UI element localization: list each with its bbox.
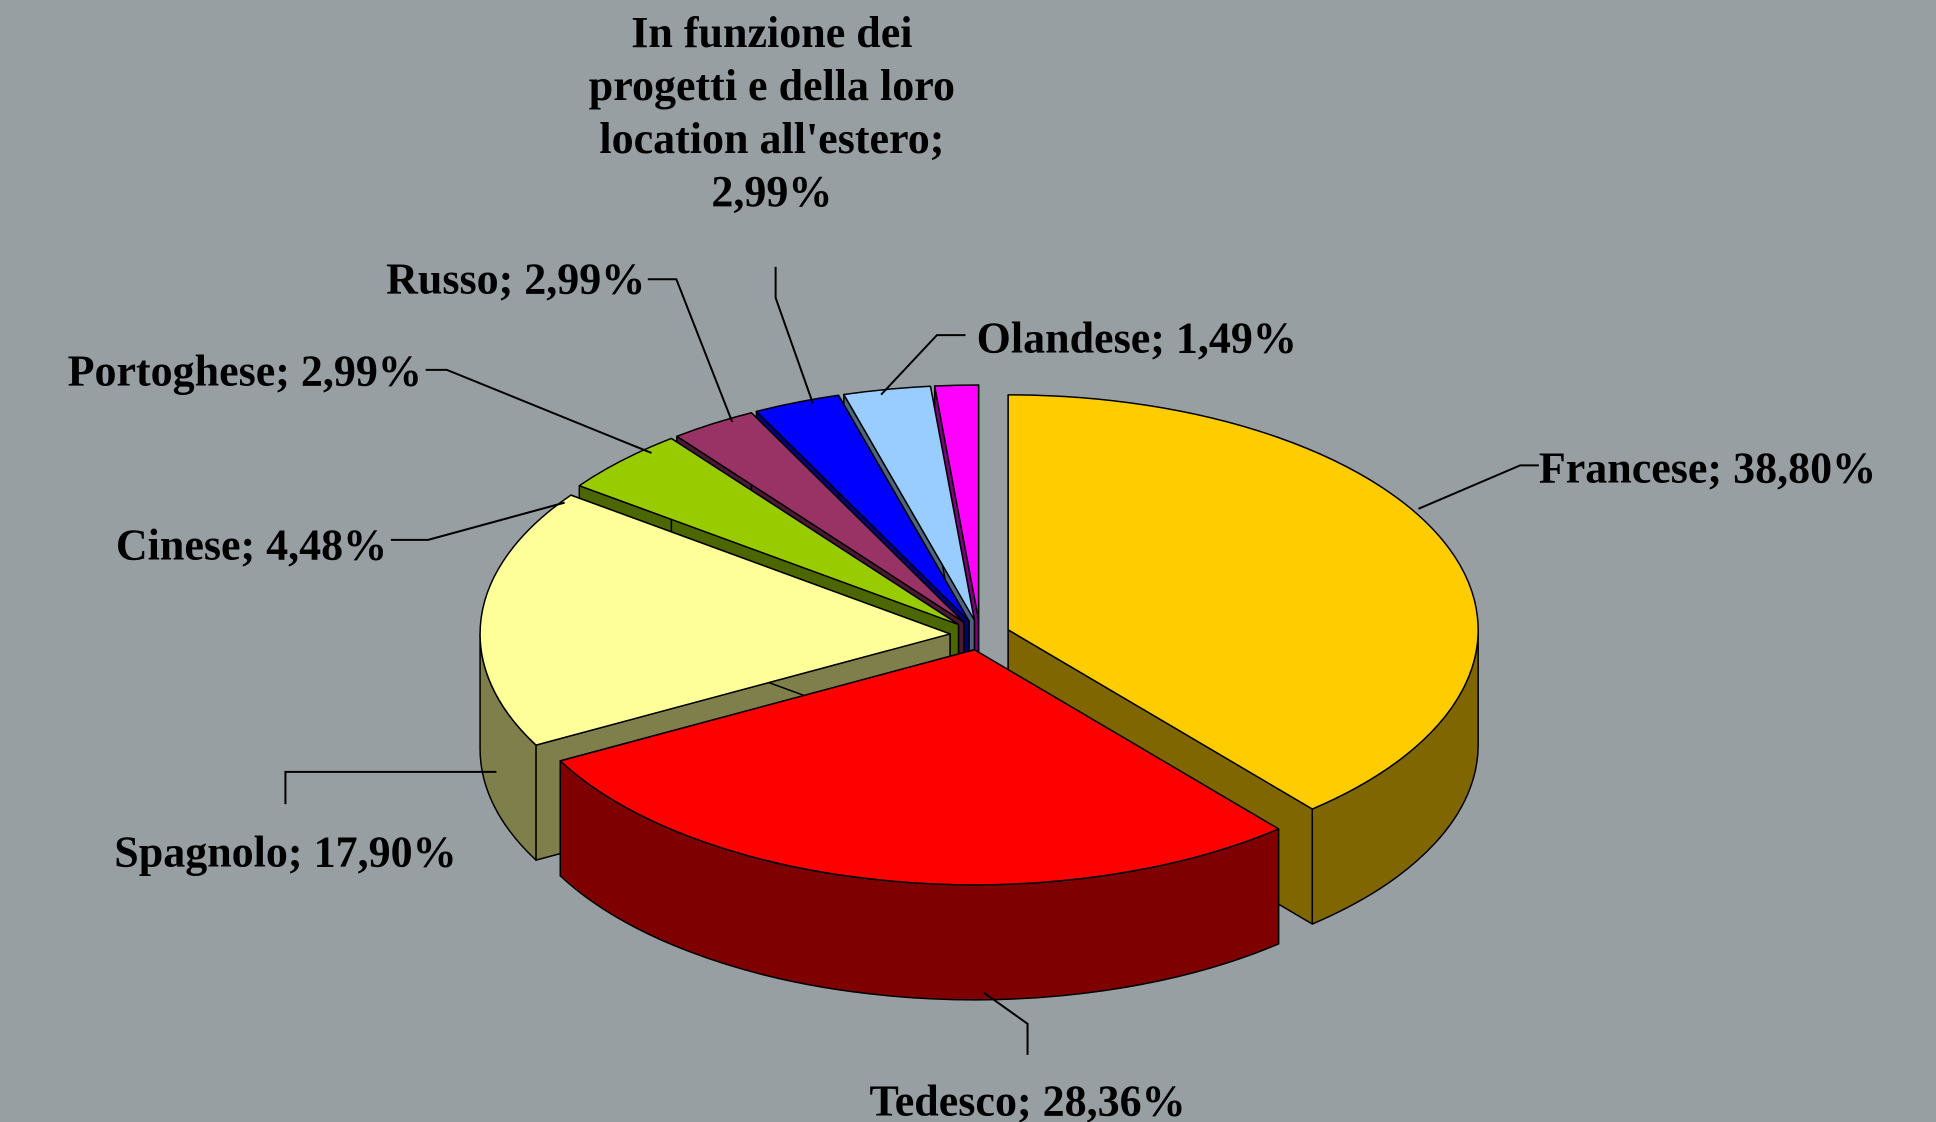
data-label: Spagnolo; 17,90% — [114, 826, 456, 879]
data-label: Russo; 2,99% — [386, 254, 645, 307]
data-label: Cinese; 4,48% — [116, 520, 387, 573]
data-label: Portoghese; 2,99% — [68, 346, 422, 399]
chart: Francese; 38,80% Tedesco; 28,36% Spagnolo;… — [0, 0, 1936, 1122]
leader-line — [776, 267, 813, 404]
data-label: Francese; 38,80% — [1539, 443, 1876, 496]
leader-line — [1418, 465, 1538, 508]
leader-line — [426, 370, 652, 453]
leader-line — [648, 279, 732, 422]
leader-line — [285, 772, 496, 804]
data-label: Olandese; 1,49% — [977, 312, 1297, 365]
data-label: Tedesco; 28,36% — [869, 1076, 1185, 1122]
leader-line — [984, 993, 1027, 1055]
data-label: In funzione dei progetti e della loro lo… — [557, 7, 987, 218]
